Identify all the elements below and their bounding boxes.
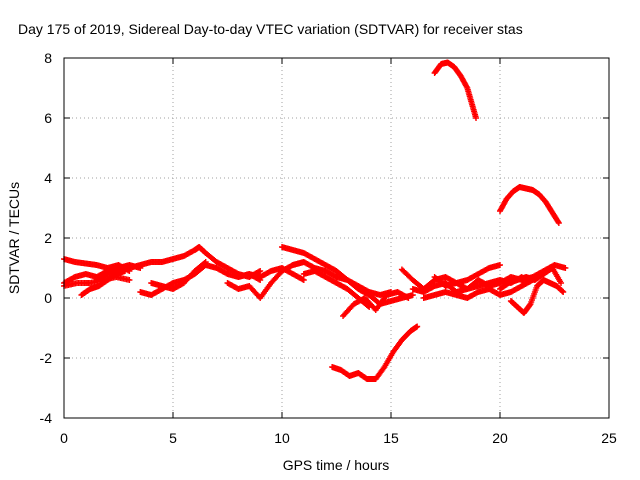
y-tick-label: 6: [44, 110, 52, 126]
y-tick-label: -2: [40, 350, 53, 366]
y-tick-label: -4: [40, 410, 53, 426]
data-point: [473, 115, 480, 121]
series-arc-17: [420, 277, 536, 301]
x-tick-label: 10: [274, 430, 290, 446]
y-tick-label: 8: [44, 50, 52, 66]
data-point: [555, 218, 562, 225]
series-arc-15: [398, 262, 503, 292]
series-arc-19: [431, 59, 480, 121]
data-point: [405, 295, 412, 301]
data-point: [562, 265, 569, 271]
y-axis-label: SDTVAR / TECUs: [6, 182, 22, 294]
series-arc-7: [148, 259, 209, 292]
series-arc-11: [289, 259, 394, 298]
data-point: [201, 260, 208, 266]
x-tick-label: 5: [169, 430, 177, 446]
data-point: [497, 262, 503, 268]
data-point: [202, 259, 209, 265]
series-arc-9: [235, 265, 307, 283]
series-arc-13: [340, 289, 412, 319]
data-point: [409, 292, 416, 298]
data-point: [560, 289, 567, 295]
tick-labels: 0 5 10 15 20 25 -4 -2 0 2 4 6 8: [40, 50, 617, 446]
x-tick-label: 0: [60, 430, 68, 446]
y-tick-label: 2: [44, 230, 52, 246]
data-point: [300, 277, 307, 283]
data-point: [558, 280, 565, 286]
plot-frame: [63, 57, 610, 419]
data-point: [555, 220, 562, 226]
data-point: [257, 268, 264, 274]
series-arc-22: [497, 265, 565, 292]
data-point: [126, 277, 133, 283]
series-arc-21: [507, 277, 567, 316]
x-tick-label: 20: [492, 430, 508, 446]
x-tick-label: 15: [383, 430, 399, 446]
y-tick-label: 4: [44, 170, 52, 186]
chart-title: Day 175 of 2019, Sidereal Day-to-day VTE…: [18, 21, 523, 37]
data-point: [414, 323, 421, 330]
grid-lines: [64, 58, 609, 418]
x-tick-label: 25: [601, 430, 617, 446]
data-points: [61, 59, 569, 382]
x-axis-label: GPS time / hours: [283, 457, 390, 473]
series-arc-20: [497, 184, 562, 226]
y-tick-label: 0: [44, 290, 52, 306]
series-arc-14: [329, 323, 421, 382]
